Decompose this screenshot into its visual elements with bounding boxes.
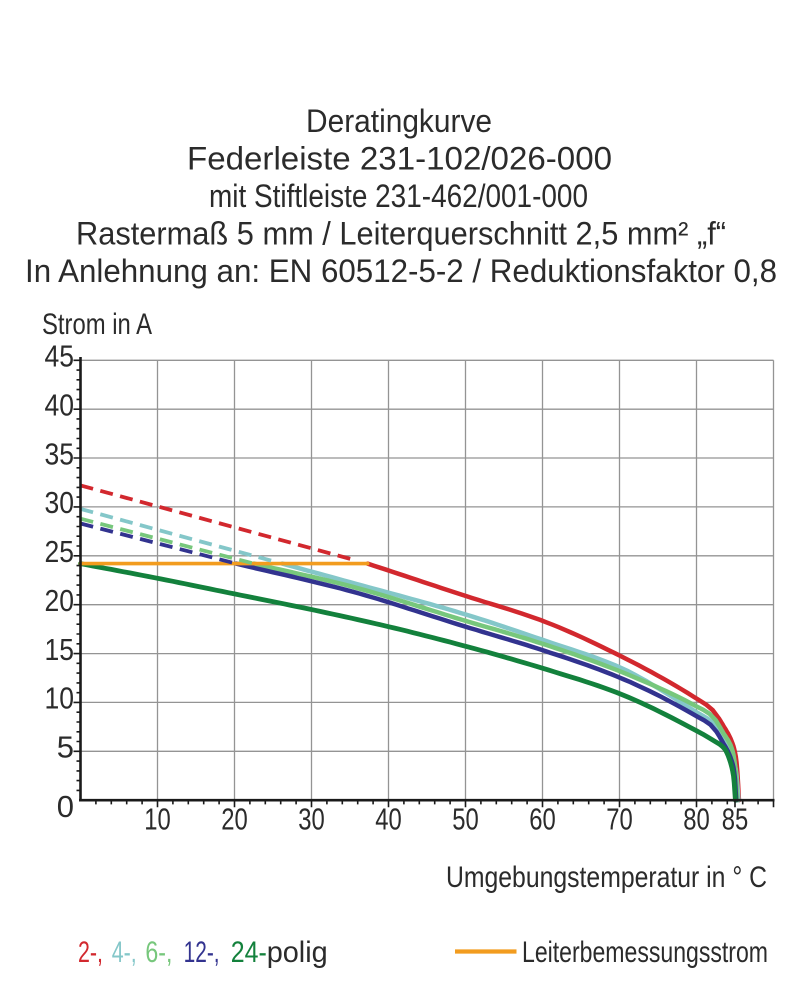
svg-text:80: 80: [683, 802, 710, 836]
svg-text:45: 45: [45, 339, 75, 374]
svg-text:10: 10: [144, 802, 171, 836]
svg-text:85: 85: [722, 802, 749, 836]
svg-text:70: 70: [606, 802, 633, 836]
svg-text:50: 50: [452, 802, 479, 836]
svg-text:Rastermaß 5 mm / Leiterquersch: Rastermaß 5 mm / Leiterquerschnitt 2,5 m…: [76, 216, 726, 252]
svg-text:Leiterbemessungsstrom: Leiterbemessungsstrom: [522, 936, 768, 969]
svg-text:24-: 24-: [231, 936, 267, 969]
svg-text:12-,: 12-,: [184, 936, 220, 969]
svg-text:15: 15: [45, 632, 75, 667]
svg-text:2-,: 2-,: [78, 936, 103, 969]
svg-text:60: 60: [529, 802, 556, 836]
svg-text:0: 0: [57, 789, 74, 824]
svg-text:Umgebungstemperatur in ° C: Umgebungstemperatur in ° C: [446, 861, 767, 894]
svg-text:10: 10: [45, 681, 75, 716]
svg-text:Strom in A: Strom in A: [42, 308, 152, 341]
svg-text:Deratingkurve: Deratingkurve: [306, 103, 492, 139]
svg-text:4-,: 4-,: [112, 936, 137, 969]
svg-text:In Anlehnung an: EN 60512-5-2: In Anlehnung an: EN 60512-5-2 / Reduktio…: [25, 253, 777, 289]
svg-text:20: 20: [221, 802, 248, 836]
svg-text:5: 5: [57, 730, 74, 765]
svg-text:20: 20: [45, 583, 75, 618]
svg-text:35: 35: [45, 436, 75, 471]
svg-text:25: 25: [45, 534, 75, 569]
svg-text:40: 40: [45, 388, 75, 423]
svg-text:Federleiste 231-102/026-000: Federleiste 231-102/026-000: [187, 141, 612, 177]
svg-text:30: 30: [298, 802, 325, 836]
svg-text:30: 30: [45, 485, 75, 520]
svg-text:polig: polig: [267, 936, 328, 969]
svg-text:6-,: 6-,: [145, 936, 172, 969]
svg-text:40: 40: [375, 802, 402, 836]
svg-text:mit Stiftleiste 231-462/001-00: mit Stiftleiste 231-462/001-000: [209, 178, 588, 214]
